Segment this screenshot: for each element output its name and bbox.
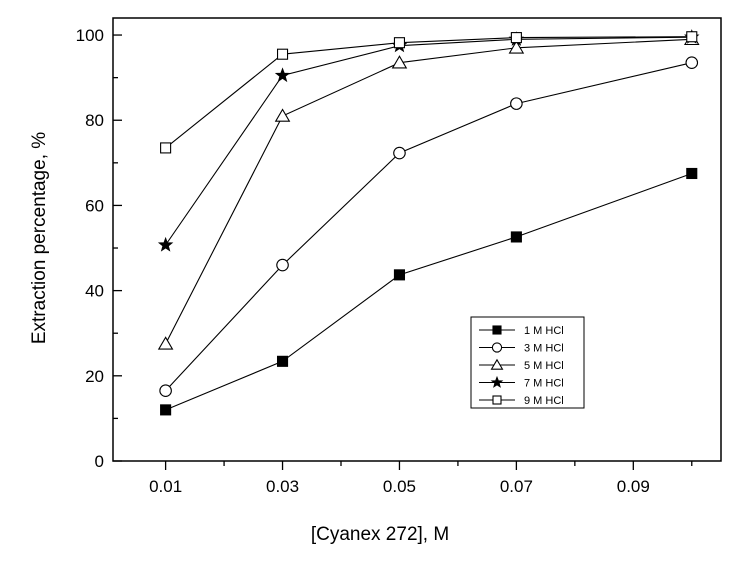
data-point: [159, 384, 172, 398]
x-tick-label: 0.09: [617, 477, 650, 496]
x-axis-label: [Cyanex 272], M: [311, 524, 449, 545]
data-point: [276, 48, 289, 60]
series-lines: [165, 36, 692, 411]
data-point: [274, 67, 291, 83]
data-point: [393, 37, 406, 49]
x-axis-ticks: 0.01 0.03 0.05 0.07 0.09: [149, 461, 693, 496]
x-tick-label: 0.05: [383, 477, 416, 496]
data-point: [510, 97, 523, 110]
legend-marker: [492, 395, 502, 405]
y-tick-label: 100: [76, 26, 104, 45]
data-point: [157, 336, 174, 350]
data-point: [157, 236, 174, 252]
y-tick-label: 40: [85, 282, 104, 301]
data-point: [686, 167, 698, 180]
data-point: [393, 269, 406, 281]
legend-marker: [492, 325, 502, 335]
data-point: [391, 55, 408, 69]
data-point: [508, 40, 525, 54]
legend-box: [470, 316, 585, 409]
y-tick-label: 60: [85, 196, 104, 215]
plot-frame: [112, 17, 722, 462]
legend-label: 7 M HCl: [524, 378, 564, 390]
legend-marker: [490, 358, 504, 370]
series-line: [165, 62, 692, 392]
legend-marker: [491, 342, 503, 353]
y-tick-label: 0: [95, 452, 104, 471]
x-tick-label: 0.07: [500, 477, 533, 496]
x-tick-label: 0.03: [266, 477, 299, 496]
data-point: [686, 31, 698, 43]
legend: 1 M HCl 3 M HCl 5 M HCl 7 M HCl 9 M HCl: [470, 316, 585, 409]
y-axis-ticks: 0 20 40 60 80 100: [76, 26, 122, 471]
series-line: [165, 172, 692, 411]
data-point: [276, 258, 289, 272]
x-tick-label: 0.01: [149, 477, 182, 496]
legend-marker: [490, 375, 504, 388]
y-tick-label: 20: [85, 367, 104, 386]
data-point: [160, 404, 172, 416]
legend-label: 5 M HCl: [524, 360, 564, 372]
data-point: [685, 56, 699, 70]
y-tick-label: 80: [85, 111, 104, 130]
data-point: [393, 146, 406, 160]
data-point: [510, 231, 522, 243]
data-point: [510, 32, 522, 44]
data-point: [160, 142, 172, 154]
data-point: [274, 108, 291, 122]
y-axis-label: Extraction percentage, %: [29, 132, 50, 344]
legend-label: 3 M HCl: [524, 343, 564, 355]
legend-label: 1 M HCl: [524, 325, 564, 337]
legend-label: 9 M HCl: [524, 395, 564, 407]
series-markers: [157, 29, 700, 416]
data-point: [276, 355, 289, 367]
